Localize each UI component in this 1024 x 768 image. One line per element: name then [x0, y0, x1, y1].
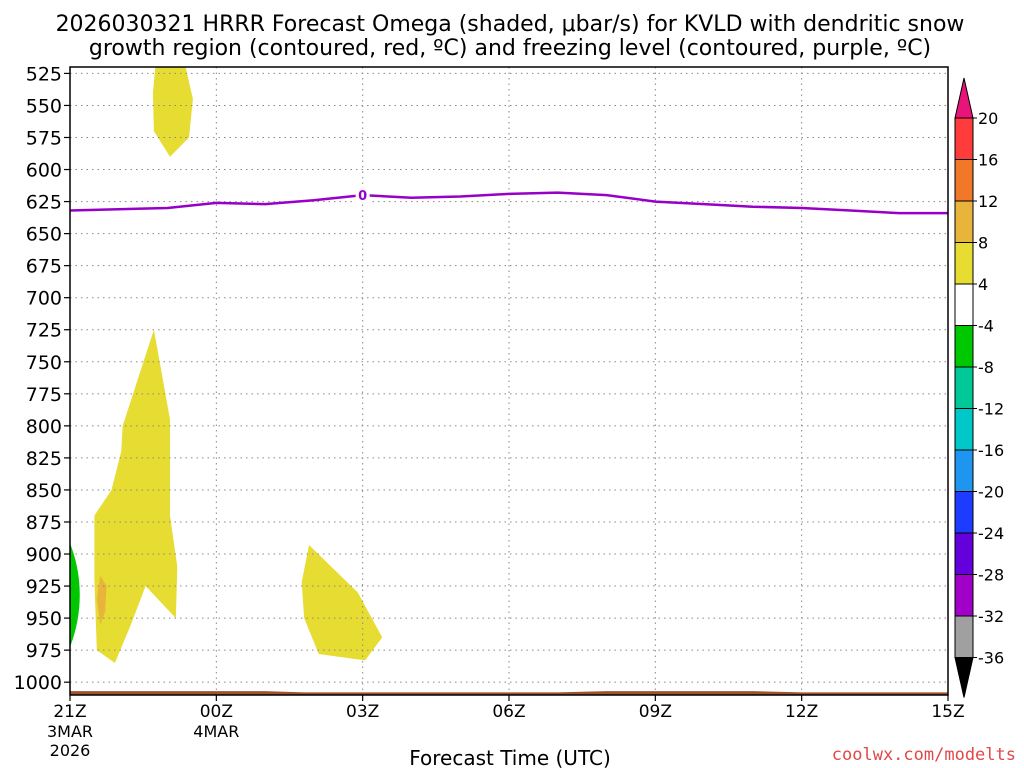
colorbar-label: 4 [978, 275, 988, 294]
colorbar-swatch [954, 366, 974, 409]
y-tick-label: 975 [26, 640, 62, 662]
x-tick-label: 21Z [53, 702, 86, 722]
colorbar-label: -36 [978, 649, 1004, 668]
midlevel-upward-motion-max [96, 575, 107, 625]
x-tick-label: 03Z [346, 702, 379, 722]
y-tick-label: 750 [26, 352, 62, 374]
colorbar-swatch [954, 242, 974, 285]
colorbar-label: 8 [978, 234, 988, 253]
colorbar-label: 16 [978, 151, 998, 170]
colorbar-label: -32 [978, 607, 1004, 626]
y-tick-label: 675 [26, 256, 62, 278]
x-tick-label: 09Z [639, 702, 672, 722]
downward-motion-ring-1 [70, 543, 80, 647]
y-tick-label: 725 [26, 320, 62, 342]
x-tick-label: 15Z [931, 702, 964, 722]
omega-colorbar: 20 16 12 8 4 -4 -8 -12 -16 -20 -24 -28 -32 -36 [954, 77, 1004, 698]
x-tick-label: 12Z [785, 702, 818, 722]
y-tick-label: 900 [26, 544, 62, 566]
freezing-level-label: 0 [358, 189, 367, 204]
colorbar-label: -16 [978, 441, 1004, 460]
freezing-level-line [70, 191, 948, 215]
colorbar-swatch [954, 532, 974, 575]
y-tick-label: 825 [26, 448, 62, 470]
downward-motion-ring-5 [0, 546, 24, 643]
y-tick-label: 950 [26, 608, 62, 630]
colorbar-swatch [954, 574, 974, 617]
y-tick-label: 850 [26, 480, 62, 502]
x-tick-label: 06Z [492, 702, 525, 722]
midlevel-upward-motion [94, 329, 178, 663]
y-tick-label: 650 [26, 224, 62, 246]
colorbar-swatch [954, 200, 974, 243]
grid-lines [70, 67, 948, 695]
colorbar-swatch [954, 408, 974, 451]
x-tick-date: 4MAR [193, 722, 239, 741]
colorbar-swatch [954, 491, 974, 534]
colorbar-top-triangle [954, 77, 974, 119]
y-tick-label: 700 [26, 288, 62, 310]
colorbar-label: -28 [978, 566, 1004, 585]
y-tick-label: 625 [26, 192, 62, 214]
colorbar-swatch [954, 449, 974, 492]
x-axis-label: Forecast Time (UTC) [409, 746, 611, 768]
freezing-level-label-bg [355, 187, 370, 203]
colorbar-label: -8 [978, 358, 994, 377]
contour-overlay-layer: 0 [70, 187, 948, 695]
upper-upward-motion [152, 67, 193, 157]
colorbar-swatch [954, 325, 974, 368]
downward-motion-ring-6 [0, 559, 14, 631]
colorbar-swatch [954, 615, 974, 658]
y-tick-label: 925 [26, 576, 62, 598]
colorbar-label: 20 [978, 109, 998, 128]
x-tick-date: 3MAR [47, 722, 93, 741]
chart-title-line-1: 2026030321 HRRR Forecast Omega (shaded, … [56, 12, 965, 37]
y-tick-label: 775 [26, 384, 62, 406]
y-tick-label: 550 [26, 95, 62, 117]
colorbar-label: 12 [978, 192, 998, 211]
colorbar-swatch [954, 117, 974, 160]
y-tick-label: 575 [26, 127, 62, 149]
chart-title-line-2: growth region (contoured, red, ºC) and f… [89, 36, 931, 61]
colorbar-bottom-triangle [954, 657, 974, 698]
y-tick-label: 875 [26, 512, 62, 534]
colorbar-label: -4 [978, 317, 994, 336]
y-tick-label: 1000 [14, 672, 62, 694]
x-tick-label: 00Z [200, 702, 233, 722]
lowlevel-upward-motion [301, 545, 383, 661]
colorbar-label: -20 [978, 483, 1004, 502]
colorbar-label: -24 [978, 524, 1004, 543]
omega-shading-layer [0, 67, 383, 663]
colorbar-swatch [954, 159, 974, 202]
x-tick-year: 2026 [50, 741, 91, 760]
pressure-axis: 525 550 575 600 625 650 675 700 725 750 775 800 825 8… [14, 63, 70, 694]
colorbar-label: -12 [978, 400, 1004, 419]
colorbar-swatch [954, 283, 974, 326]
watermark: coolwx.com/modelts [832, 745, 1016, 765]
y-tick-label: 525 [26, 63, 62, 85]
y-tick-label: 600 [26, 160, 62, 182]
y-tick-label: 800 [26, 416, 62, 438]
terrain-surface [70, 691, 948, 695]
